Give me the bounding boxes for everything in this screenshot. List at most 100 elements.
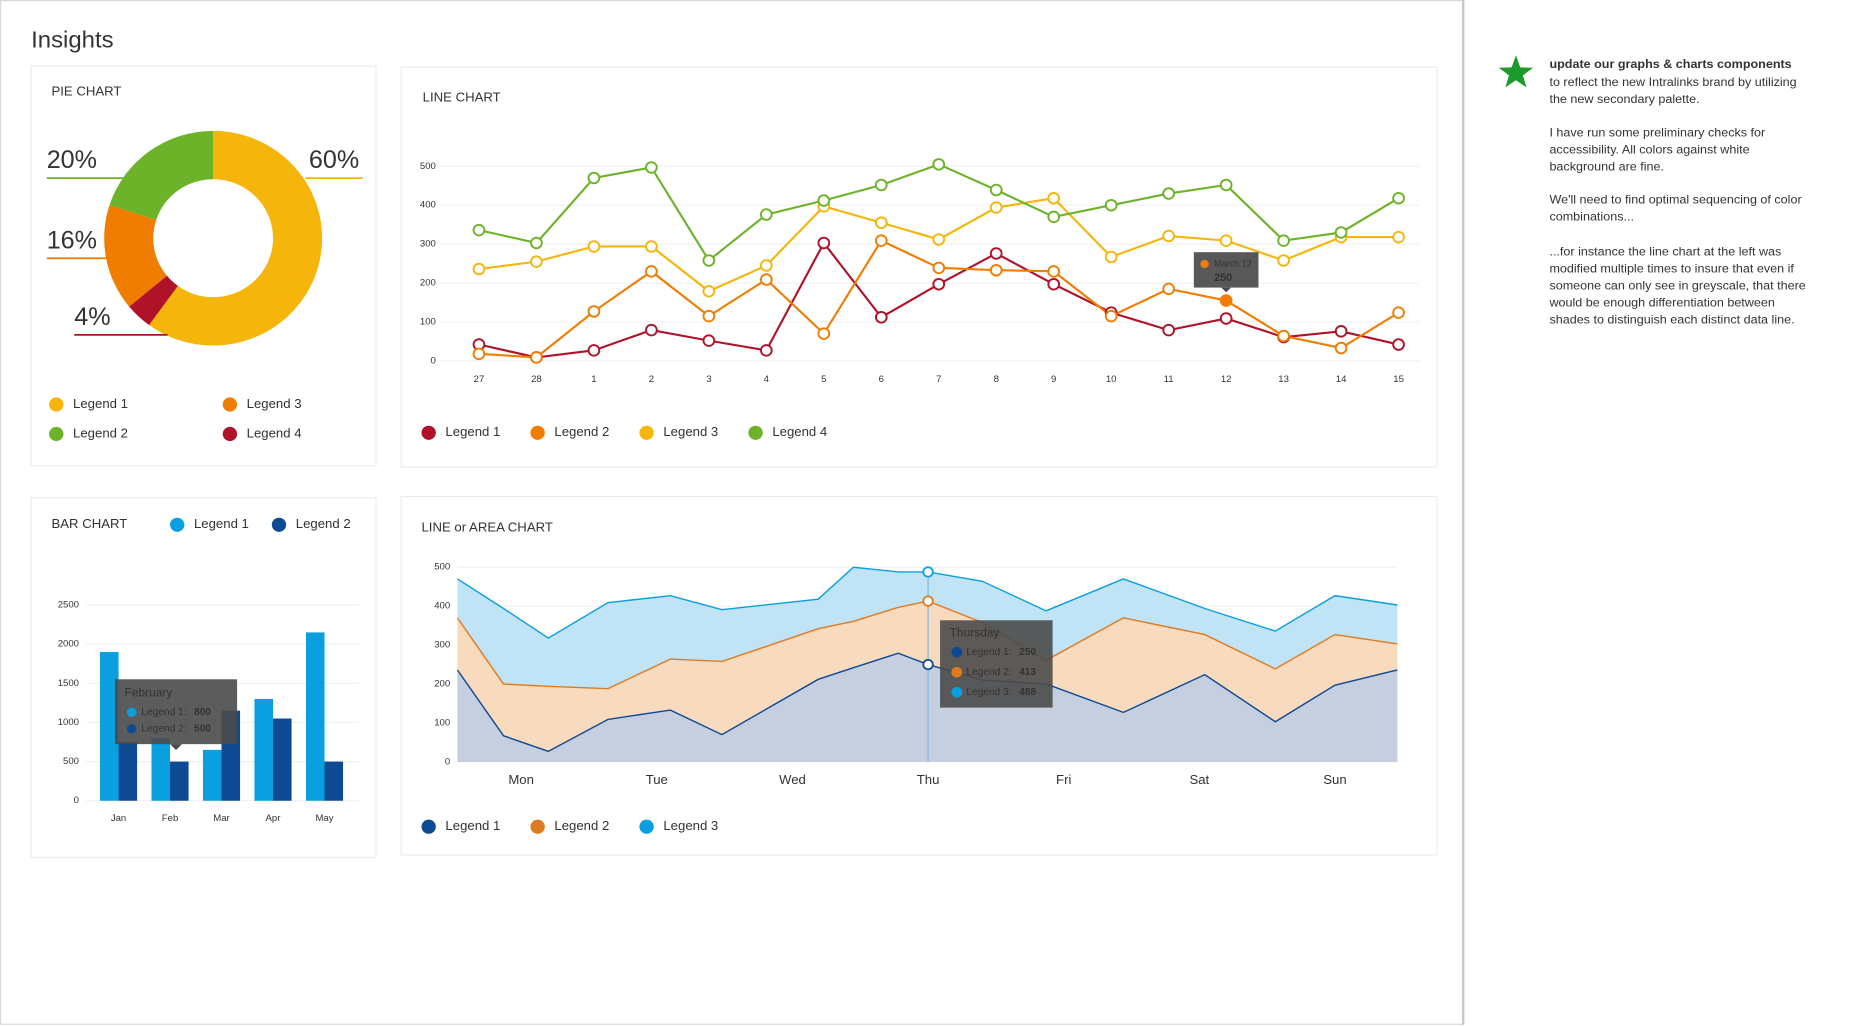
line-point (989, 201, 1003, 214)
pie-slice (129, 275, 178, 326)
tooltip-label: Legend 1: (141, 707, 186, 718)
legend-swatch (530, 425, 545, 440)
line-point (1162, 187, 1176, 200)
tooltip-label: Legend 2: (141, 724, 186, 735)
x-tick-label: Sat (1189, 772, 1209, 787)
line-point (1162, 229, 1176, 243)
line-point (1104, 198, 1118, 212)
line-point (587, 344, 601, 357)
bar (254, 698, 274, 801)
line-point (702, 284, 716, 298)
x-tick-label: 12 (1221, 374, 1232, 385)
pie-slice (104, 205, 168, 307)
star-icon (1498, 55, 1534, 88)
legend-swatch (170, 517, 185, 532)
line-point (1047, 277, 1061, 291)
y-tick-label: 2500 (58, 600, 79, 611)
line-point (1219, 234, 1233, 247)
line-point (645, 323, 658, 337)
y-tick-label: 100 (420, 317, 436, 328)
line-point (1334, 226, 1348, 239)
tooltip-title: February (125, 686, 173, 700)
line-point (1392, 230, 1405, 244)
x-tick-label: Sun (1323, 772, 1346, 787)
note-line: ...for instance the line chart at the le… (1549, 245, 1781, 259)
line-point (1219, 178, 1233, 192)
line-point (989, 263, 1003, 277)
chart-title: LINE CHART (423, 89, 501, 104)
tooltip-value: 250 (1214, 272, 1232, 284)
note-line: to reflect the new Intralinks brand by u… (1549, 75, 1796, 89)
line-point (645, 161, 658, 174)
tooltip-swatch (126, 724, 137, 734)
note-line: someone can only see in greyscale, that … (1549, 279, 1805, 293)
line-point (1162, 323, 1176, 337)
note-line: I have run some preliminary checks for (1549, 126, 1765, 140)
legend-label: Legend 1 (73, 396, 128, 411)
y-tick-label: 200 (434, 679, 450, 690)
x-tick-label: Wed (779, 772, 806, 787)
line-point (587, 305, 601, 318)
x-tick-label: 13 (1278, 374, 1289, 385)
y-tick-label: 500 (420, 161, 436, 172)
note-line: modified multiple times to insure that e… (1549, 262, 1794, 276)
x-tick-label: 11 (1164, 374, 1174, 385)
x-tick-label: 7 (936, 374, 941, 385)
x-tick-label: 5 (821, 374, 826, 385)
line-point (1334, 341, 1348, 355)
area-line (456, 600, 1398, 690)
legend-label: Legend 3 (663, 424, 718, 439)
line-point (587, 171, 601, 185)
tooltip-swatch (126, 707, 137, 718)
line-point (932, 158, 946, 171)
y-tick-label: 200 (420, 278, 436, 289)
line-point (989, 183, 1003, 197)
tooltip-swatch (951, 646, 963, 658)
bar (170, 761, 189, 801)
legend-label: Legend 3 (663, 818, 718, 833)
line-point (1047, 191, 1061, 205)
tooltip-value: 500 (194, 724, 211, 735)
line-point (1104, 250, 1118, 264)
area-fill (457, 653, 1398, 762)
legend-label: Legend 2 (554, 424, 609, 439)
tooltip-value: 413 (1019, 667, 1036, 678)
line-point (645, 265, 658, 278)
legend-swatch (49, 397, 64, 412)
bar (99, 651, 119, 801)
y-tick-label: 1000 (58, 717, 79, 728)
line-point (1334, 325, 1348, 338)
bar (273, 718, 292, 801)
tooltip-value: 250 (1019, 647, 1036, 658)
legend-swatch (271, 517, 287, 532)
area-line (457, 566, 1398, 639)
line-point (759, 208, 773, 221)
line-point (530, 236, 543, 250)
y-tick-label: 1500 (58, 678, 79, 689)
note-line: We'll need to find optimal sequencing of… (1549, 193, 1801, 207)
line-point (874, 216, 888, 229)
tooltip-label: Legend 3: (966, 687, 1011, 698)
legend-swatch (530, 819, 545, 834)
y-tick-label: 100 (434, 717, 450, 728)
y-tick-label: 400 (434, 601, 450, 612)
bar (202, 749, 222, 801)
x-tick-label: Thu (917, 772, 940, 787)
y-tick-label: 0 (74, 795, 79, 806)
bar (324, 761, 344, 801)
note-heading: update our graphs & charts components (1549, 57, 1791, 71)
x-tick-label: 1 (591, 374, 596, 385)
tooltip-swatch (951, 686, 963, 698)
note-line: accessibility. All colors against white (1549, 143, 1749, 157)
line-point (874, 234, 888, 247)
line-point (932, 233, 946, 246)
line-point (472, 347, 486, 361)
chart-title: LINE or AREA CHART (421, 520, 552, 535)
pie-slice (149, 130, 323, 346)
legend-label: Legend 3 (247, 396, 302, 411)
legend-swatch (222, 397, 238, 412)
x-tick-label: 6 (879, 374, 884, 385)
slice-label: 16% (47, 226, 97, 254)
x-tick-label: 14 (1336, 374, 1347, 385)
